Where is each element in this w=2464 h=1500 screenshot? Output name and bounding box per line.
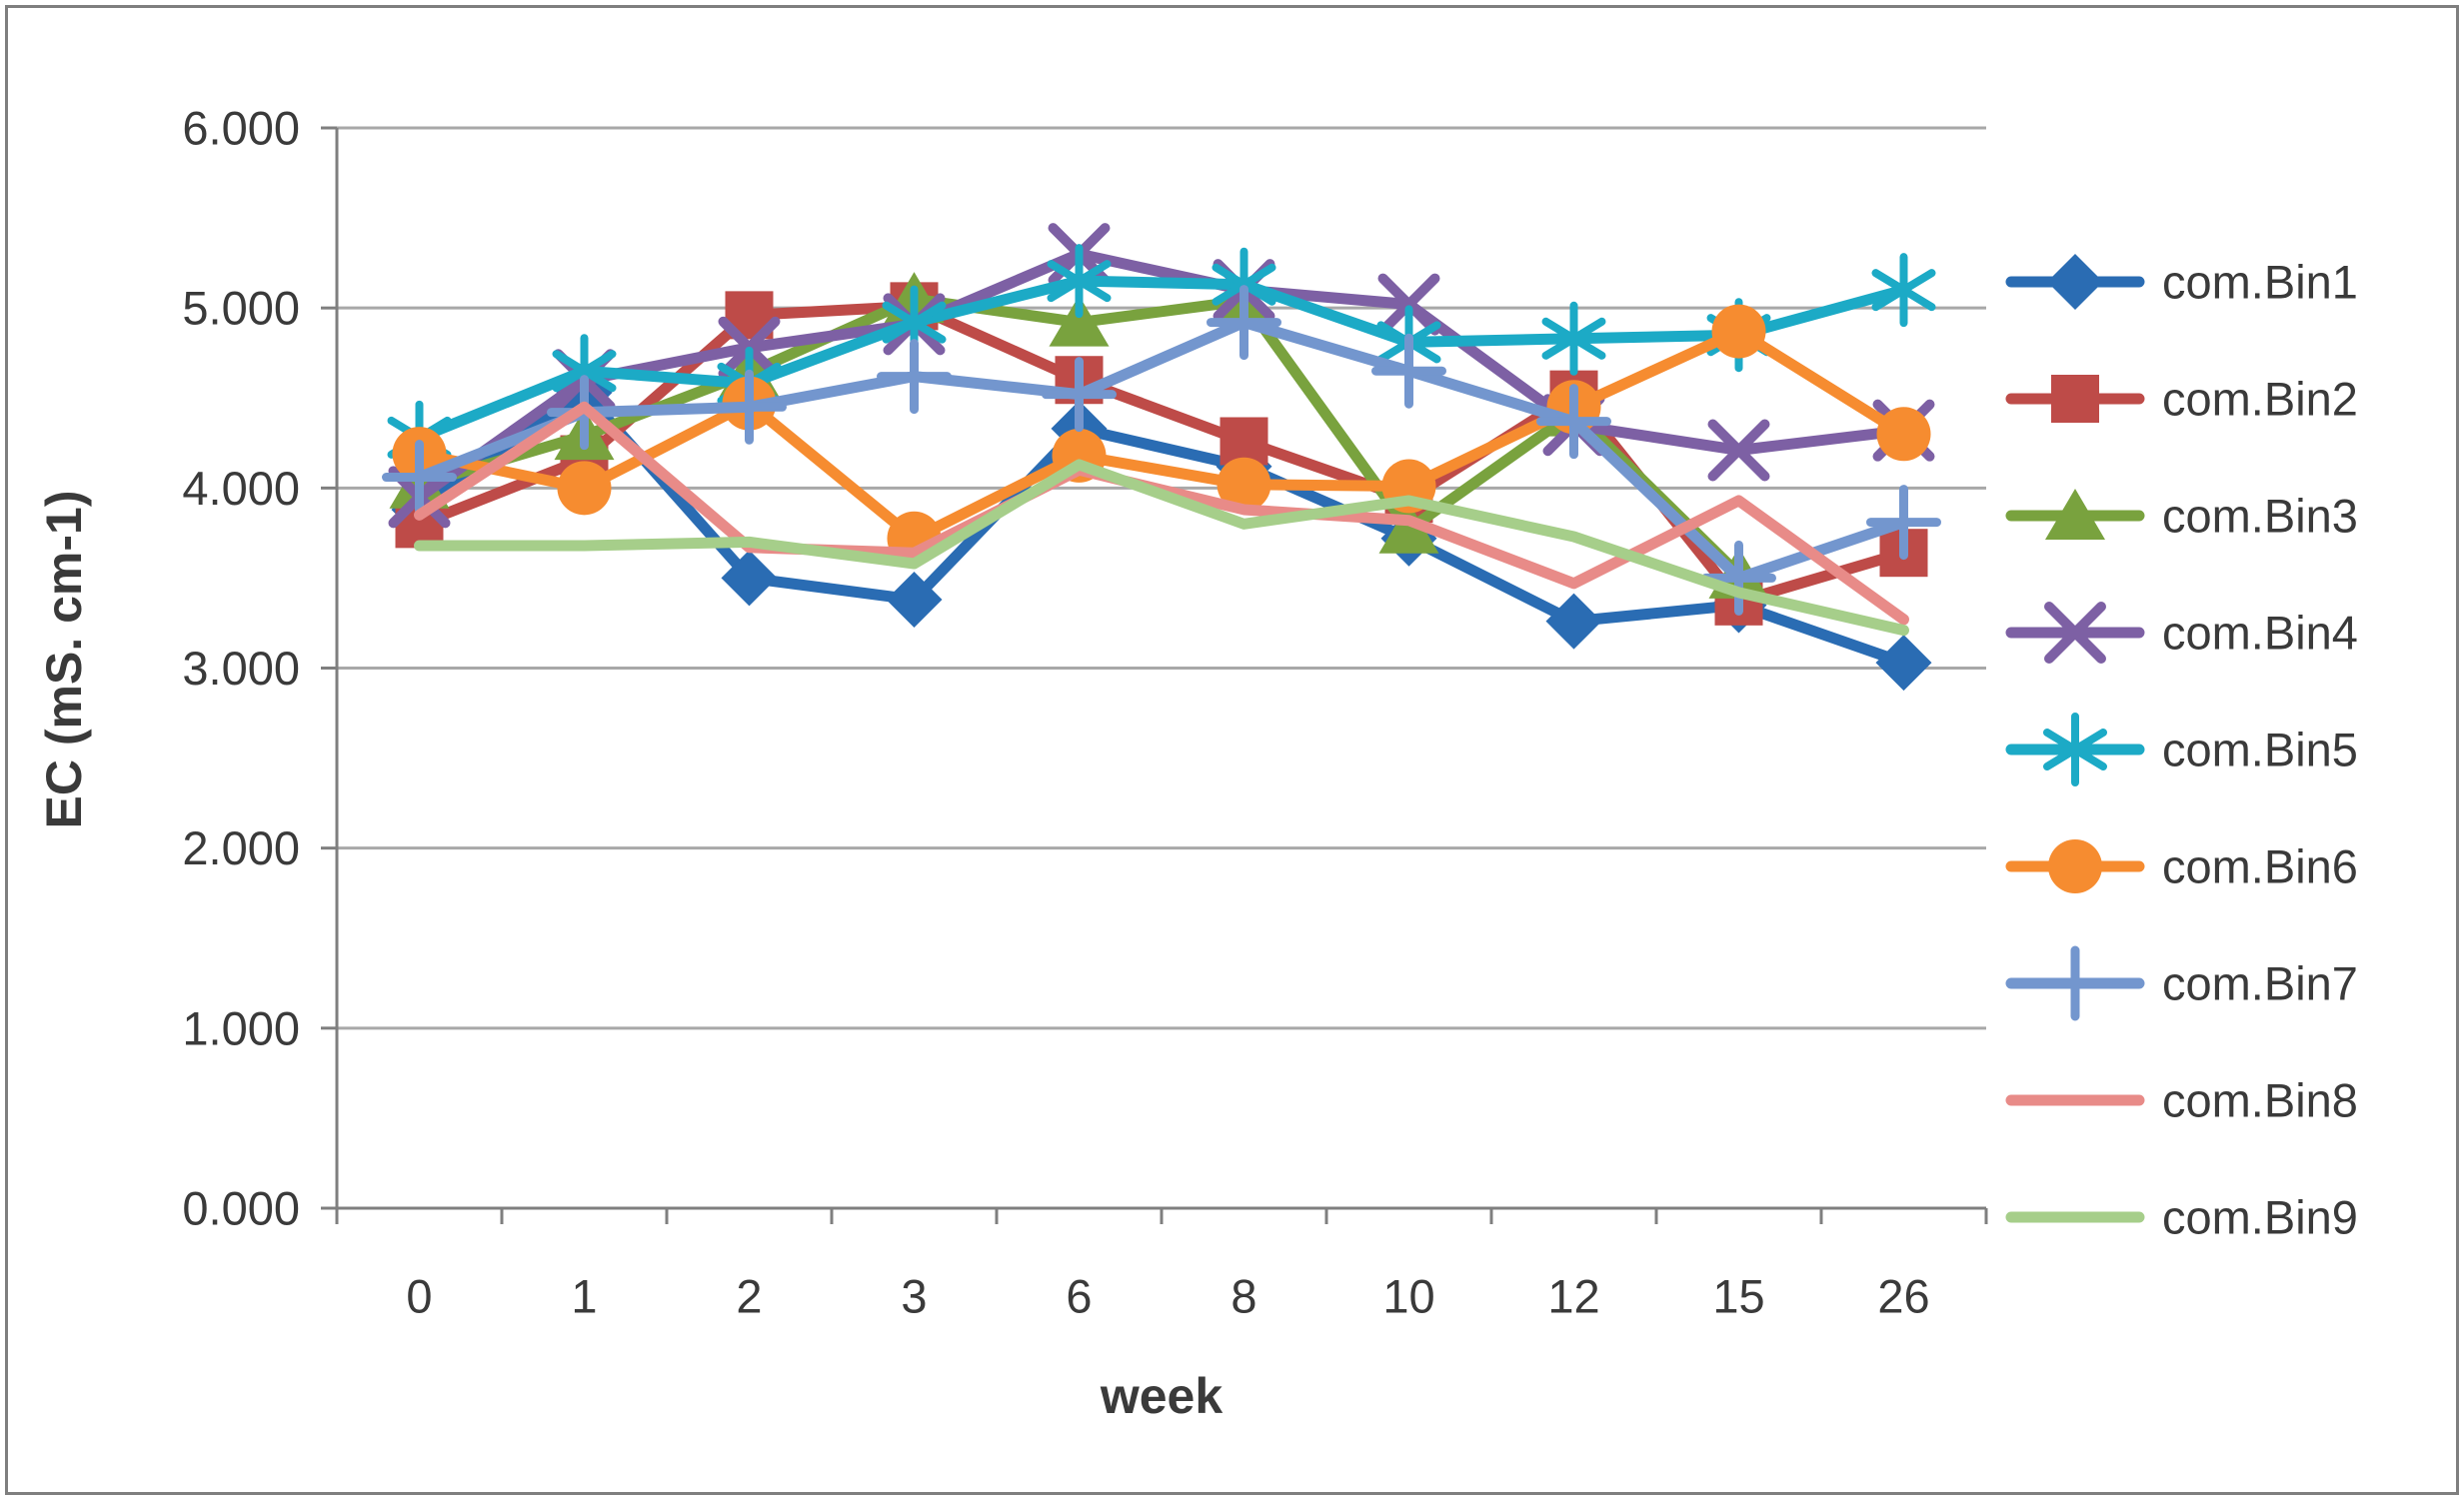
series-line-com.Bin9 bbox=[414, 459, 1909, 637]
series-marker-plus bbox=[1371, 333, 1446, 409]
legend-item-com.Bin2: com.Bin2 bbox=[2005, 373, 2358, 426]
series-marker-diamond bbox=[1545, 593, 1602, 650]
y-tick-label: 4.000 bbox=[182, 462, 300, 515]
x-tick-label: 15 bbox=[1712, 1270, 1764, 1323]
legend-label: com.Bin6 bbox=[2162, 840, 2358, 893]
series-marker-asterisk bbox=[1047, 244, 1112, 319]
series-line-com.Bin6 bbox=[414, 326, 1909, 545]
series-marker-circle bbox=[1876, 407, 1931, 462]
y-tick-label: 6.000 bbox=[182, 102, 300, 155]
series-com.Bin7 bbox=[382, 285, 1941, 616]
legend-label: com.Bin7 bbox=[2162, 957, 2358, 1010]
series-com.Bin9 bbox=[414, 459, 1909, 637]
series-marker-triangle bbox=[1378, 502, 1439, 554]
series-marker-circle bbox=[2048, 839, 2102, 893]
y-tick-label: 0.000 bbox=[182, 1182, 300, 1235]
series-line-com.Bin4 bbox=[414, 248, 1909, 503]
series-marker-triangle bbox=[2045, 489, 2105, 540]
series-marker-diamond bbox=[2047, 254, 2103, 310]
x-tick-label: 3 bbox=[901, 1270, 927, 1323]
y-tick-label: 5.000 bbox=[182, 282, 300, 335]
legend-label: com.Bin1 bbox=[2162, 256, 2358, 309]
x-tick-label: 1 bbox=[571, 1270, 597, 1323]
series-marker-x bbox=[1707, 419, 1770, 482]
series-line-com.Bin1 bbox=[414, 387, 1909, 669]
series-marker-asterisk bbox=[2043, 713, 2107, 786]
series-marker-plus bbox=[382, 440, 457, 516]
x-tick-label: 10 bbox=[1382, 1270, 1434, 1323]
legend-item-com.Bin5: com.Bin5 bbox=[2005, 713, 2358, 786]
x-tick-label: 8 bbox=[1231, 1270, 1256, 1323]
legend-label: com.Bin5 bbox=[2162, 724, 2358, 776]
legend-item-com.Bin7: com.Bin7 bbox=[2005, 945, 2358, 1021]
x-tick-label: 26 bbox=[1877, 1270, 1929, 1323]
series-marker-plus bbox=[712, 369, 787, 445]
legend: com.Bin1 com.Bin2 com.Bin3 com.Bin4 com.Bin5… bbox=[2005, 254, 2358, 1244]
series-marker-diamond bbox=[1875, 635, 1932, 692]
series-marker-plus bbox=[1701, 540, 1776, 616]
y-tick-label: 1.000 bbox=[182, 1001, 300, 1054]
series-line-com.Bin5 bbox=[414, 275, 1909, 444]
y-tick-label: 3.000 bbox=[182, 642, 300, 695]
series-marker-x bbox=[2044, 602, 2106, 664]
series-marker-plus bbox=[1866, 485, 1941, 561]
x-tick-label: 0 bbox=[406, 1270, 432, 1323]
series-marker-triangle bbox=[1049, 295, 1110, 347]
legend-item-com.Bin1: com.Bin1 bbox=[2005, 254, 2358, 310]
x-tick-label: 12 bbox=[1547, 1270, 1599, 1323]
legend-item-com.Bin3: com.Bin3 bbox=[2005, 489, 2358, 543]
legend-item-com.Bin8: com.Bin8 bbox=[2005, 1074, 2358, 1127]
series-line-com.Bin7 bbox=[414, 317, 1909, 584]
legend-label: com.Bin4 bbox=[2162, 607, 2358, 660]
series-marker-asterisk bbox=[1871, 253, 1936, 328]
legend-item-com.Bin4: com.Bin4 bbox=[2005, 602, 2358, 664]
series-marker-circle bbox=[1711, 304, 1766, 359]
series-marker-diamond bbox=[721, 550, 778, 607]
y-tick-label: 2.000 bbox=[182, 821, 300, 874]
series-marker-plus bbox=[1042, 357, 1117, 433]
series-marker-plus bbox=[1207, 285, 1281, 361]
series-marker-circle bbox=[1217, 457, 1271, 512]
series-marker-diamond bbox=[886, 572, 943, 629]
series-marker-x bbox=[1377, 273, 1440, 336]
series-marker-asterisk bbox=[1541, 301, 1606, 376]
legend-item-com.Bin9: com.Bin9 bbox=[2005, 1191, 2358, 1244]
series-marker-plus bbox=[2037, 945, 2113, 1021]
x-axis-title: week bbox=[1100, 1368, 1224, 1424]
x-tick-label: 2 bbox=[736, 1270, 762, 1323]
series-marker-plus bbox=[1536, 384, 1611, 460]
y-axis-title: EC (mS. cm-1) bbox=[36, 490, 92, 829]
legend-label: com.Bin3 bbox=[2162, 490, 2358, 543]
series-marker-square bbox=[1220, 417, 1268, 466]
legend-label: com.Bin8 bbox=[2162, 1074, 2358, 1127]
legend-label: com.Bin2 bbox=[2162, 373, 2358, 426]
legend-item-com.Bin6: com.Bin6 bbox=[2005, 839, 2358, 893]
legend-label: com.Bin9 bbox=[2162, 1191, 2358, 1244]
series-marker-circle bbox=[557, 461, 612, 516]
series-marker-plus bbox=[877, 339, 952, 415]
x-tick-label: 6 bbox=[1066, 1270, 1092, 1323]
series-marker-square bbox=[2051, 375, 2099, 423]
